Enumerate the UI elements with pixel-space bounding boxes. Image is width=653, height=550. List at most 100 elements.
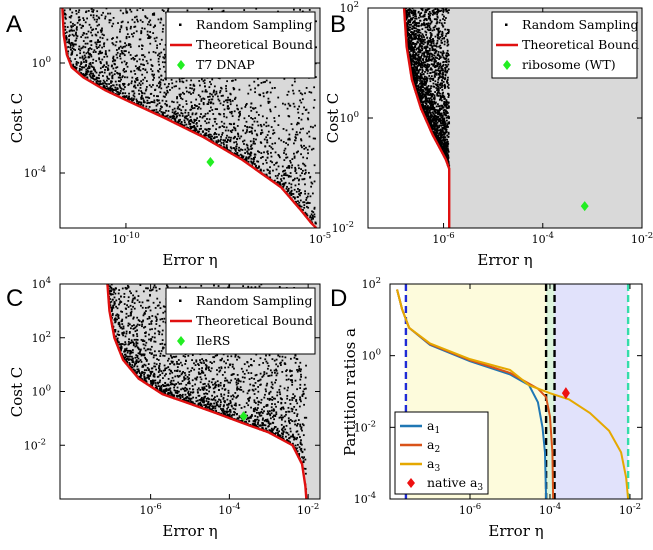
sample-point — [163, 91, 166, 94]
sample-point — [152, 74, 155, 77]
sample-point — [103, 56, 106, 58]
sample-point — [433, 106, 436, 109]
sample-point — [171, 82, 174, 85]
sample-point — [84, 74, 87, 77]
sample-point — [145, 80, 148, 83]
sample-point — [240, 148, 242, 151]
sample-point — [440, 9, 443, 12]
sample-point — [268, 170, 271, 173]
sample-point — [150, 64, 153, 66]
sample-point — [64, 13, 67, 16]
sample-point — [412, 53, 415, 55]
sample-point — [120, 21, 123, 24]
sample-point — [413, 76, 415, 78]
sample-point — [252, 107, 255, 110]
sample-point — [429, 27, 432, 30]
sample-point — [108, 72, 111, 75]
sample-point — [288, 182, 291, 185]
sample-point — [424, 61, 427, 64]
sample-point — [271, 147, 274, 150]
sample-point — [90, 54, 92, 56]
sample-point — [288, 133, 291, 136]
sample-point — [119, 74, 121, 77]
sample-point — [148, 51, 150, 54]
sample-point — [428, 107, 431, 110]
sample-point — [241, 157, 244, 160]
sample-point — [300, 144, 303, 147]
sample-point — [274, 105, 277, 108]
sample-point — [244, 157, 247, 160]
sample-point — [138, 45, 140, 48]
sample-point — [123, 68, 126, 70]
sample-point — [304, 171, 307, 174]
sample-point — [174, 113, 177, 116]
sample-point — [439, 30, 441, 33]
sample-point — [306, 201, 309, 204]
sample-point — [85, 68, 88, 71]
sample-point — [214, 93, 217, 96]
sample-point — [122, 12, 125, 15]
sample-point — [190, 120, 193, 122]
sample-point — [250, 148, 252, 150]
sample-point — [132, 94, 135, 97]
sample-point — [191, 107, 194, 110]
sample-point — [441, 32, 444, 35]
sample-point — [87, 70, 90, 73]
sample-point — [412, 43, 414, 45]
sample-point — [117, 76, 120, 79]
sample-point — [202, 115, 205, 118]
sample-point — [416, 62, 418, 65]
sample-point — [157, 111, 159, 114]
sample-point — [79, 65, 81, 68]
sample-point — [444, 138, 447, 141]
sample-point — [315, 20, 317, 23]
sample-point — [420, 54, 423, 57]
sample-point — [295, 131, 298, 133]
sample-point — [412, 33, 415, 36]
sample-point — [438, 137, 441, 140]
sample-point — [273, 86, 276, 89]
sample-point — [193, 124, 196, 127]
sample-point — [292, 89, 294, 92]
sample-point — [185, 86, 188, 89]
sample-point — [437, 88, 439, 90]
theoretical-bound-line — [61, 8, 318, 228]
sample-point — [427, 92, 430, 95]
sample-point — [306, 148, 309, 151]
sample-point — [436, 132, 439, 134]
sample-point — [63, 9, 66, 12]
sample-point — [128, 97, 130, 100]
sample-point — [305, 202, 308, 205]
sample-point — [214, 120, 216, 123]
sample-point — [285, 174, 287, 177]
sample-point — [424, 95, 427, 98]
sample-point — [135, 15, 138, 18]
sample-point — [297, 111, 300, 114]
sample-point — [106, 67, 109, 70]
sample-point — [439, 44, 442, 47]
sample-point — [434, 51, 437, 54]
sample-point — [100, 31, 103, 33]
sample-point — [313, 206, 316, 209]
sample-point — [119, 40, 122, 43]
sample-point — [411, 25, 414, 28]
sample-point — [420, 97, 423, 99]
sample-point — [80, 47, 83, 50]
sample-point — [309, 216, 311, 219]
sample-point — [442, 56, 445, 59]
sample-point — [168, 105, 171, 108]
sample-point — [102, 86, 105, 89]
sample-point — [207, 127, 210, 130]
sample-point — [82, 40, 85, 42]
sample-point — [442, 77, 444, 80]
sample-point — [441, 79, 444, 82]
sample-point — [197, 94, 200, 97]
sample-point — [444, 152, 447, 155]
sample-point — [285, 156, 288, 159]
sample-point — [271, 142, 274, 145]
sample-point — [423, 83, 426, 85]
sample-point — [115, 53, 118, 56]
sample-point — [211, 109, 214, 111]
sample-point — [426, 105, 429, 108]
sample-point — [287, 187, 290, 190]
